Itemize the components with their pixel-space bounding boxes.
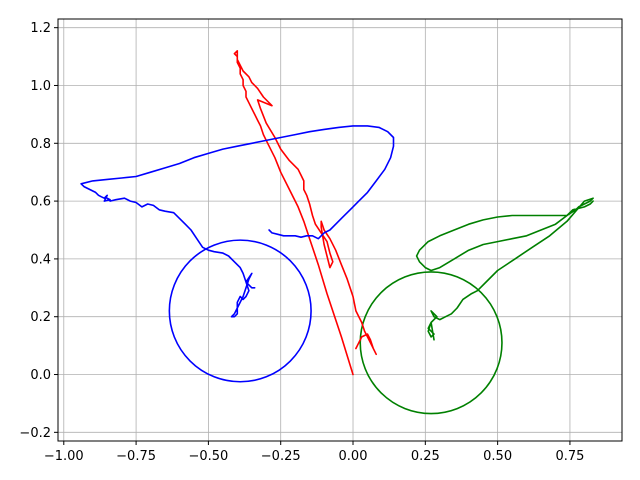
x-tick-label: −1.00 bbox=[44, 449, 84, 464]
series-line-1 bbox=[233, 50, 377, 376]
axes-frame bbox=[57, 18, 623, 442]
circle-2 bbox=[359, 271, 503, 415]
y-tick-label: 1.2 bbox=[30, 21, 51, 36]
y-tick-label: 0.2 bbox=[30, 310, 51, 325]
x-tick-label: −0.50 bbox=[188, 449, 228, 464]
y-tick-label: 1.0 bbox=[30, 79, 51, 94]
axis-ticks: −1.00 −0.75 −0.50 −0.25 0.00 0.25 0.50 0.75 −0.2… bbox=[19, 21, 584, 464]
x-tick-label: −0.75 bbox=[116, 449, 156, 464]
x-tick-label: 0.50 bbox=[483, 449, 512, 464]
y-tick-label: 0.4 bbox=[30, 252, 51, 267]
x-tick-label: −0.25 bbox=[261, 449, 301, 464]
plot-area bbox=[80, 50, 594, 415]
circle-1 bbox=[168, 239, 312, 383]
x-tick-label: 0.00 bbox=[339, 449, 368, 464]
grid bbox=[58, 19, 622, 441]
series-line-2 bbox=[80, 125, 395, 318]
x-tick-label: 0.75 bbox=[555, 449, 584, 464]
y-tick-label: 0.8 bbox=[30, 137, 51, 152]
y-tick-label: 0.0 bbox=[30, 368, 51, 383]
x-tick-label: 0.25 bbox=[411, 449, 440, 464]
y-tick-label: −0.2 bbox=[19, 426, 51, 441]
series-line-3 bbox=[415, 197, 594, 341]
y-tick-label: 0.6 bbox=[30, 195, 51, 210]
